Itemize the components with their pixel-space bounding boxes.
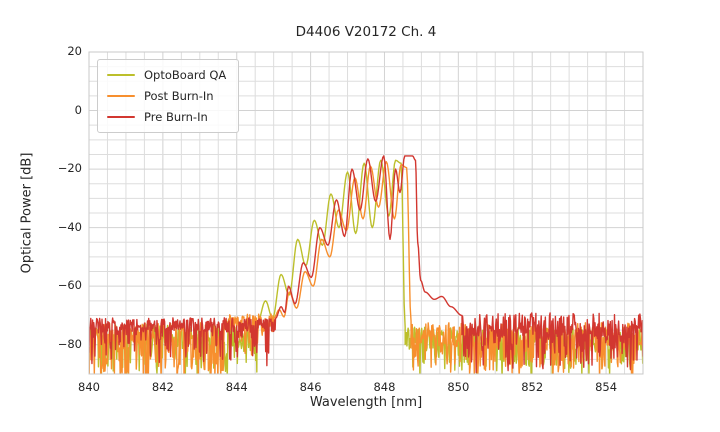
y-tick-label: −40 (57, 219, 82, 234)
legend-item: OptoBoard QA (107, 68, 226, 82)
x-tick-label: 840 (78, 380, 100, 394)
x-tick-label: 846 (299, 380, 322, 394)
y-axis-label: Optical Power [dB] (19, 152, 35, 274)
legend-line-swatch (107, 73, 135, 77)
y-tick-label: −60 (57, 278, 82, 293)
x-tick-label: 850 (447, 380, 470, 394)
legend-item: Post Burn-In (107, 89, 226, 103)
legend-item: Pre Burn-In (107, 110, 226, 124)
legend-label: OptoBoard QA (144, 68, 227, 82)
y-tick-label: −20 (57, 161, 82, 176)
x-axis-label: Wavelength [nm] (309, 395, 423, 410)
legend-label: Post Burn-In (144, 89, 214, 103)
legend-label: Pre Burn-In (144, 110, 208, 124)
x-tick-label: 848 (373, 380, 396, 394)
chart-title: D4406 V20172 Ch. 4 (295, 24, 437, 40)
y-tick-label: 0 (74, 102, 82, 117)
y-tick-label: 20 (67, 44, 82, 58)
series-line-pre-burn-in (89, 155, 643, 374)
x-tick-label: 844 (225, 380, 248, 394)
x-tick-label: 854 (595, 380, 618, 394)
legend-line-swatch (107, 115, 135, 119)
y-tick-label: −80 (57, 336, 82, 351)
plot-border (88, 51, 644, 375)
legend: OptoBoard QA Post Burn-In Pre Burn-In (97, 59, 240, 133)
x-tick-label: 852 (521, 380, 544, 394)
legend-line-swatch (107, 94, 135, 98)
x-tick-label: 842 (151, 380, 174, 394)
series-lines (89, 155, 643, 374)
